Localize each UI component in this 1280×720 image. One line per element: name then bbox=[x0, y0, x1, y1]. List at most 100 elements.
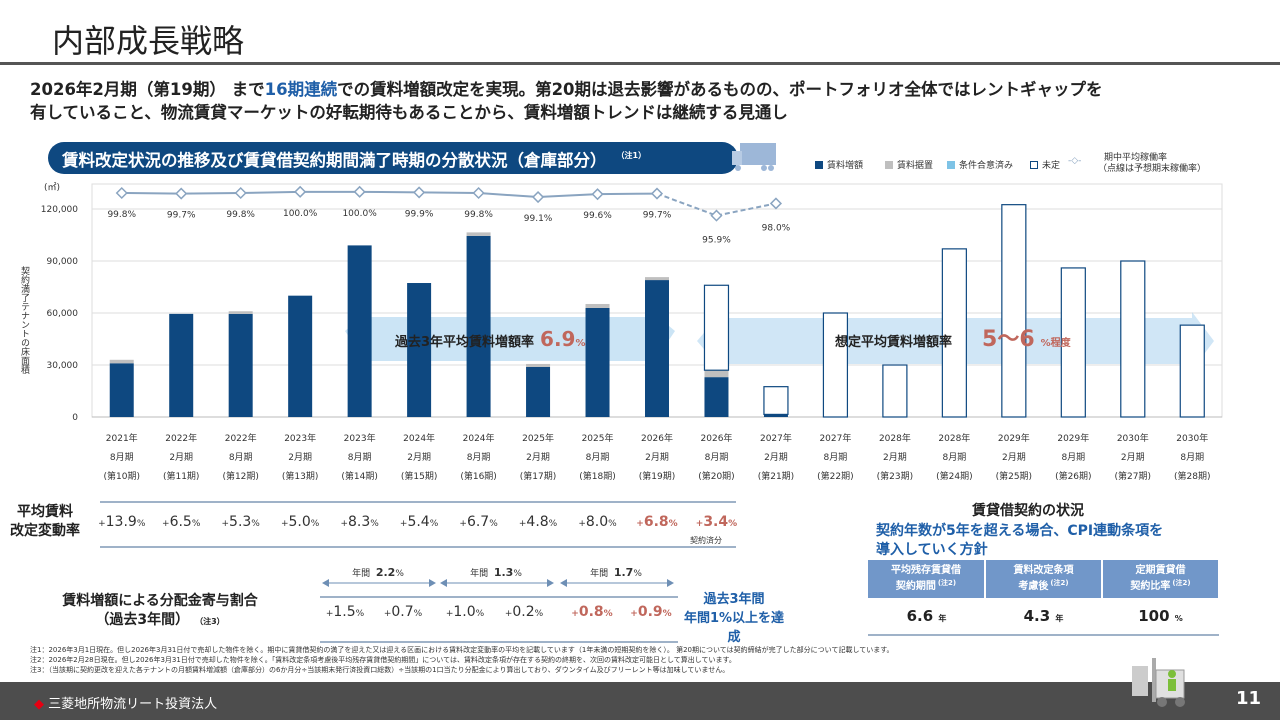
plus-sign: + bbox=[98, 519, 106, 529]
occupancy-line bbox=[121, 190, 658, 199]
x-tick-label: (第25期) bbox=[996, 470, 1032, 482]
legend-undecided: 未定 bbox=[1030, 158, 1060, 171]
header-line: 契約比率 bbox=[1130, 581, 1171, 592]
legend-label: 条件合意済み bbox=[959, 161, 1014, 171]
annual-prefix: 年間 bbox=[590, 569, 609, 579]
percent-sign: % bbox=[136, 519, 146, 529]
x-tick-label: 2022年 bbox=[225, 432, 257, 444]
contribution-summary: 過去3年間 年間1%以上を達成 bbox=[682, 590, 786, 647]
x-tick-label: 2029年 bbox=[1057, 432, 1089, 444]
company-logo: ◆ 三菱地所物流リート投資法人 bbox=[34, 693, 217, 712]
x-tick-label: (第26期) bbox=[1055, 470, 1091, 482]
occupancy-point bbox=[769, 197, 783, 210]
x-tick-label: (第22期) bbox=[817, 470, 853, 482]
note-ref: （注3） bbox=[199, 617, 225, 626]
contribution-value: +1.0% bbox=[446, 604, 484, 620]
bar-undecided bbox=[763, 386, 789, 416]
occupancy-label: 98.0% bbox=[762, 223, 791, 233]
value-number: 5.0 bbox=[288, 514, 311, 530]
plus-sign: + bbox=[578, 519, 586, 529]
y-tick-label: 90,000 bbox=[47, 257, 79, 267]
forecast-rate-annotation: 想定平均賃料増額率 5〜6 %程度 bbox=[835, 327, 1072, 352]
three-diamonds-icon: ◆ bbox=[34, 697, 49, 712]
x-tick-label: 2月期 bbox=[1002, 452, 1026, 463]
bar-undecided bbox=[1120, 260, 1146, 418]
legend-swatch bbox=[947, 161, 955, 169]
lead-highlight: 16期連続 bbox=[264, 80, 338, 99]
occupancy-point bbox=[234, 186, 247, 200]
lease-header: 平均残存賃貸借 契約期間 (注2) bbox=[868, 560, 986, 598]
rent-change-value: +6.8% bbox=[636, 514, 677, 530]
x-tick-label: (第13期) bbox=[282, 470, 318, 482]
y-unit: (㎡) bbox=[44, 182, 60, 193]
percent-sign: % bbox=[370, 519, 379, 529]
contribution-value: +0.9% bbox=[630, 604, 671, 620]
bar-flat bbox=[585, 303, 610, 308]
percent-sign: % bbox=[413, 609, 423, 619]
x-tick-label: 2月期 bbox=[1121, 452, 1145, 463]
plus-sign: + bbox=[630, 609, 638, 619]
x-tick-label: (第10期) bbox=[103, 470, 139, 482]
policy-line: 契約年数が5年を超える場合、CPI連動条項を bbox=[876, 523, 1164, 539]
header-note: (注2) bbox=[1172, 579, 1191, 587]
value-number: 5.4 bbox=[407, 514, 430, 530]
header-line: 考慮後 bbox=[1018, 581, 1049, 592]
label-line: 平均賃料 bbox=[17, 504, 73, 520]
x-tick-label: 8月期 bbox=[943, 452, 967, 463]
x-tick-label: 2029年 bbox=[998, 432, 1030, 444]
bar-undecided bbox=[882, 364, 908, 418]
x-tick-label: 2027年 bbox=[819, 432, 851, 444]
legend-swatch bbox=[885, 161, 893, 169]
bar-increase bbox=[288, 295, 313, 417]
divider bbox=[320, 641, 678, 643]
legend-label: （点線は予想期末稼働率） bbox=[1098, 164, 1207, 174]
contribution-value: +1.5% bbox=[326, 604, 364, 620]
annual-prefix: 年間 bbox=[352, 569, 371, 579]
x-tick-label: 2026年 bbox=[641, 432, 673, 444]
footnote-2: 注2：2026年2月28日現在。但し2026年3月31日付で売却した物件を除く。… bbox=[30, 656, 736, 664]
value-unit: 年 bbox=[1055, 614, 1064, 623]
occupancy-label: 99.8% bbox=[226, 210, 255, 220]
bar-flat bbox=[526, 363, 551, 367]
bar-undecided bbox=[1001, 204, 1027, 418]
legend-occupancy: -◇- bbox=[1068, 156, 1081, 166]
header-note: (注2) bbox=[1050, 579, 1069, 587]
legend-increase: 賃料増額 bbox=[815, 158, 863, 171]
rent-change-value: +13.9% bbox=[98, 514, 145, 530]
x-tick-label: 8月期 bbox=[705, 452, 729, 463]
occupancy-point bbox=[650, 187, 664, 200]
bar-increase bbox=[169, 313, 194, 417]
bar-undecided bbox=[941, 248, 967, 418]
x-tick-label: 2024年 bbox=[403, 432, 435, 444]
x-tick-label: (第23期) bbox=[877, 470, 913, 482]
percent-sign: % bbox=[608, 519, 617, 529]
bar-increase bbox=[704, 377, 729, 417]
value-number: 8.3 bbox=[347, 514, 371, 530]
forklift-icon bbox=[1132, 658, 1185, 707]
title-divider bbox=[0, 62, 1280, 65]
x-tick-label: 2025年 bbox=[522, 432, 554, 444]
plus-sign: + bbox=[636, 519, 644, 529]
summary-line: 過去3年間 bbox=[703, 592, 765, 607]
legend-swatch bbox=[815, 161, 823, 169]
rent-change-value: +8.3% bbox=[340, 514, 378, 530]
x-tick-label: 8月期 bbox=[1180, 452, 1204, 463]
plus-sign: + bbox=[325, 609, 334, 619]
x-tick-label: 8月期 bbox=[229, 452, 253, 463]
percent-sign: % bbox=[489, 519, 498, 529]
x-tick-label: 2月期 bbox=[526, 452, 550, 463]
lease-table: 平均残存賃貸借 契約期間 (注2) 賃料改定条項 考慮後 (注2) 定期賃貸借 契約比率 (注2… bbox=[868, 560, 1220, 636]
bar-increase bbox=[645, 280, 669, 417]
x-tick-label: 8月期 bbox=[824, 452, 848, 463]
plus-sign: + bbox=[504, 609, 513, 619]
rent-change-value: +5.4% bbox=[400, 514, 438, 530]
x-tick-label: (第20期) bbox=[698, 470, 734, 482]
lease-value: 6.6 年 bbox=[868, 598, 985, 636]
bar-increase bbox=[228, 313, 253, 417]
banner-note: （注1） bbox=[620, 151, 647, 160]
x-tick-label: (第11期) bbox=[163, 470, 199, 482]
page-title: 内部成長戦略 bbox=[52, 22, 245, 60]
x-tick-label: (第15期) bbox=[401, 470, 437, 482]
x-tick-label: 2月期 bbox=[407, 452, 431, 463]
value-number: 1.0 bbox=[453, 604, 476, 620]
